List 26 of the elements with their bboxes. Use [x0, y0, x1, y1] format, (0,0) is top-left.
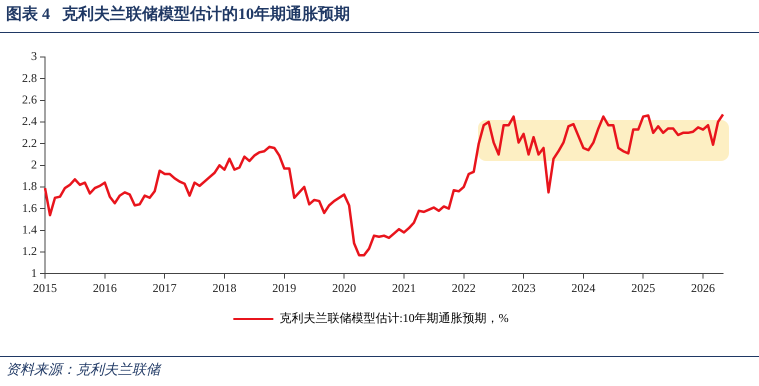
x-tick-label: 2019	[272, 280, 296, 295]
legend-label: 克利夫兰联储模型估计:10年期通胀预期，%	[279, 311, 509, 326]
y-tick-label: 2.2	[22, 136, 37, 150]
x-tick-label: 2018	[212, 280, 236, 295]
y-tick-label: 1	[31, 266, 37, 280]
x-tick-label: 2024	[571, 280, 596, 295]
chart-title: 图表 4 克利夫兰联储模型估计的10年期通胀预期	[6, 4, 350, 25]
y-tick-label: 1.8	[22, 179, 37, 194]
y-tick-label: 2.8	[22, 70, 37, 85]
x-tick-label: 2025	[631, 280, 656, 295]
y-tick-label: 1.4	[22, 222, 37, 236]
y-tick-label: 2.4	[22, 114, 37, 128]
x-tick-label: 2016	[92, 280, 117, 295]
x-tick-label: 2015	[33, 280, 57, 295]
x-tick-label: 2023	[512, 280, 536, 295]
y-tick-label: 1.2	[22, 244, 37, 258]
y-tick-label: 2	[31, 157, 37, 172]
x-tick-label: 2021	[392, 280, 416, 295]
x-tick-label: 2017	[152, 280, 177, 295]
text: 资料来源：克利夫兰联储	[6, 361, 160, 379]
x-tick-label: 2022	[452, 280, 476, 295]
y-tick-label: 3	[31, 49, 37, 64]
x-tick-label: 2026	[691, 280, 716, 295]
y-tick-label: 1.6	[22, 200, 37, 215]
y-tick-label: 2.6	[22, 92, 37, 106]
x-tick-label: 2020	[332, 280, 356, 295]
